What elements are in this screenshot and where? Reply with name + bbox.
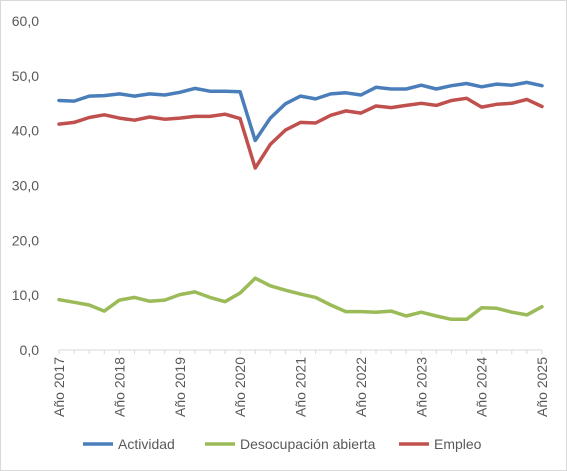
legend-label: Empleo: [434, 436, 482, 452]
y-tick-label: 20,0: [12, 232, 39, 248]
y-tick-label: 40,0: [12, 123, 39, 139]
y-tick-label: 10,0: [12, 287, 39, 303]
x-tick-label: Año 2021: [293, 357, 309, 417]
x-tick-label: Año 2025: [534, 357, 550, 417]
y-tick-label: 60,0: [12, 13, 39, 29]
legend: Actividad Desocupación abierta Empleo: [83, 436, 482, 452]
series-line-desocupación-abierta: [57, 276, 544, 322]
legend-label: Desocupación abierta: [240, 436, 376, 452]
y-tick-label: 30,0: [12, 178, 39, 194]
legend-label: Actividad: [118, 436, 175, 452]
y-tick-label: 50,0: [12, 68, 39, 84]
x-axis-labels: Año 2017 Año 2018 Año 2019 Año 2020 Año 2021…: [51, 357, 550, 417]
x-tick-label: Año 2024: [474, 357, 490, 417]
x-tick-label: Año 2017: [51, 357, 67, 417]
series-line-actividad: [57, 80, 544, 143]
x-tick-label: Año 2023: [413, 357, 429, 417]
x-tick-label: Año 2020: [232, 357, 248, 417]
series-lines: [57, 80, 544, 322]
x-axis-ticks: [58, 350, 543, 354]
x-tick-label: Año 2022: [353, 357, 369, 417]
x-tick-label: Año 2018: [111, 357, 127, 417]
y-axis-labels: 0,0 10,0 20,0 30,0 40,0 50,0 60,0: [12, 13, 39, 358]
y-tick-label: 0,0: [20, 342, 40, 358]
x-tick-label: Año 2019: [172, 357, 188, 417]
series-line-empleo: [57, 96, 544, 170]
